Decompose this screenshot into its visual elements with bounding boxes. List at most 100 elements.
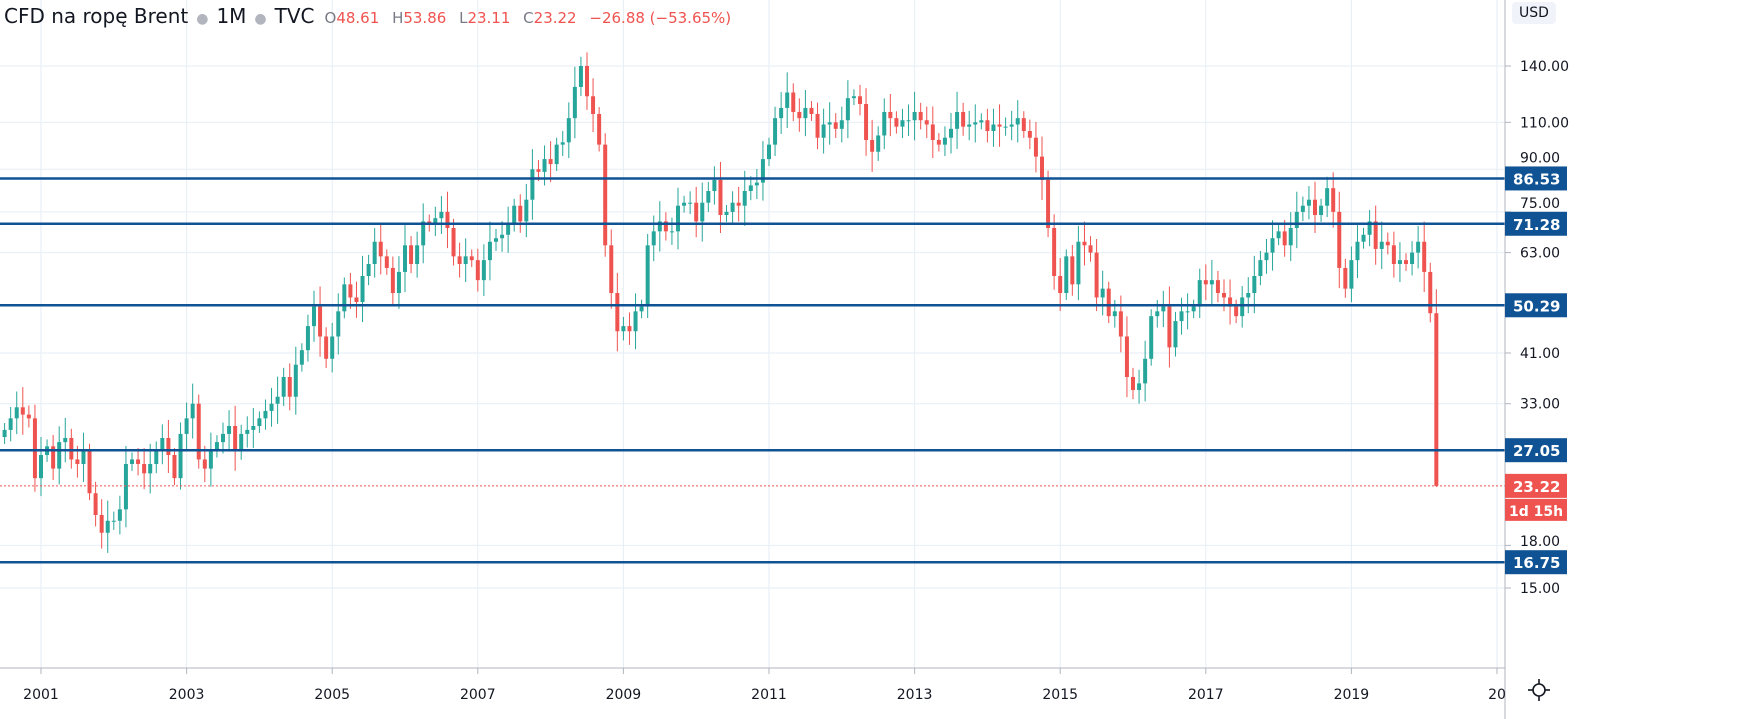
candle-body [1404, 260, 1408, 265]
ohlc-values: O48.61 H53.86 L23.11 C23.22 −26.88 (−53.… [325, 9, 740, 27]
candle-body [1306, 199, 1311, 206]
candle-body [706, 191, 711, 203]
candle-body [275, 396, 280, 404]
candle-body [870, 140, 875, 152]
settings-gear-icon[interactable] [1525, 676, 1553, 704]
candle-body [1240, 297, 1245, 317]
candle [700, 182, 705, 242]
candle [1294, 191, 1299, 249]
candle [130, 452, 134, 471]
candle [1070, 244, 1075, 296]
candle-body [967, 124, 972, 127]
candle-body [1203, 280, 1208, 285]
candle-body [342, 284, 347, 312]
candle-body [360, 276, 365, 302]
symbol-name[interactable]: CFD na ropę Brent [4, 4, 189, 28]
candle-body [657, 221, 662, 232]
candle [864, 88, 869, 156]
candle-body [1361, 234, 1366, 242]
candle-body [603, 144, 608, 246]
candle [269, 387, 274, 427]
candle [991, 108, 996, 147]
candle [475, 248, 480, 292]
candle-body [433, 218, 438, 225]
candle [32, 404, 37, 492]
candle [8, 406, 13, 442]
candle [870, 119, 875, 172]
candle-body [1021, 118, 1026, 132]
candle-body [1331, 188, 1336, 212]
candle-body [1094, 252, 1099, 298]
candle [1076, 225, 1081, 301]
candle [221, 422, 225, 454]
candle [955, 91, 960, 149]
candle [117, 495, 122, 535]
candle [57, 426, 62, 485]
candle-body [221, 433, 225, 443]
level-label: 16.75 [1513, 554, 1560, 572]
interval[interactable]: 1M [216, 4, 247, 28]
candle-body [724, 211, 729, 216]
candle [421, 203, 426, 264]
candle-body [1106, 288, 1111, 317]
candle [1337, 191, 1342, 289]
candle-body [475, 260, 480, 281]
candle-body [645, 245, 650, 307]
candle-body [1088, 245, 1093, 253]
candle [136, 448, 141, 476]
candle-body [669, 231, 674, 233]
candle-body [1416, 241, 1421, 253]
candle-body [312, 306, 316, 327]
candle [615, 272, 620, 352]
candle [912, 91, 917, 141]
currency-label[interactable]: USD [1512, 2, 1556, 24]
candle-body [324, 336, 329, 359]
candle-body [1040, 156, 1044, 180]
candle-body [451, 227, 456, 257]
candle-body [591, 96, 596, 115]
candle-body [403, 245, 407, 272]
horizontal-levels[interactable] [0, 177, 1505, 564]
candle-body [748, 185, 753, 192]
candle [305, 314, 310, 362]
candle [597, 107, 602, 152]
price-tick-label: 15.00 [1520, 581, 1560, 597]
candle-body [864, 103, 869, 141]
candle [154, 441, 159, 474]
candle-body [597, 114, 602, 145]
candle-body [257, 418, 262, 427]
candle [815, 102, 820, 150]
candle [227, 410, 232, 450]
time-tick-label: 2007 [460, 687, 496, 703]
time-axis[interactable]: 2001 2003 2005 2007 2009 2011 2013 2015 2017 2019… [23, 668, 1506, 703]
candle-body [354, 297, 359, 302]
candle-body [1270, 238, 1275, 253]
candle-body [912, 111, 917, 121]
candle [1422, 221, 1427, 293]
candle-body [87, 450, 92, 494]
candle [445, 191, 450, 249]
candle-body [1082, 241, 1087, 246]
candle-body [32, 418, 37, 479]
candle [87, 443, 92, 501]
candle [451, 218, 456, 266]
candle-body [439, 211, 444, 219]
candle-body [518, 205, 523, 222]
candle [930, 106, 935, 158]
candle-body [694, 202, 699, 222]
candle [560, 130, 565, 157]
candle-body [26, 414, 31, 419]
candle [906, 104, 911, 137]
candle [809, 101, 814, 121]
candle [1410, 241, 1415, 276]
candle-body [1191, 306, 1196, 312]
candle [949, 113, 953, 154]
time-tick-label: 2015 [1042, 687, 1078, 703]
time-tick-label: 2019 [1334, 687, 1370, 703]
candle [676, 187, 680, 250]
candle-body [1349, 260, 1354, 289]
candle [105, 500, 110, 553]
countdown-box [1505, 498, 1567, 521]
candle [900, 108, 905, 139]
